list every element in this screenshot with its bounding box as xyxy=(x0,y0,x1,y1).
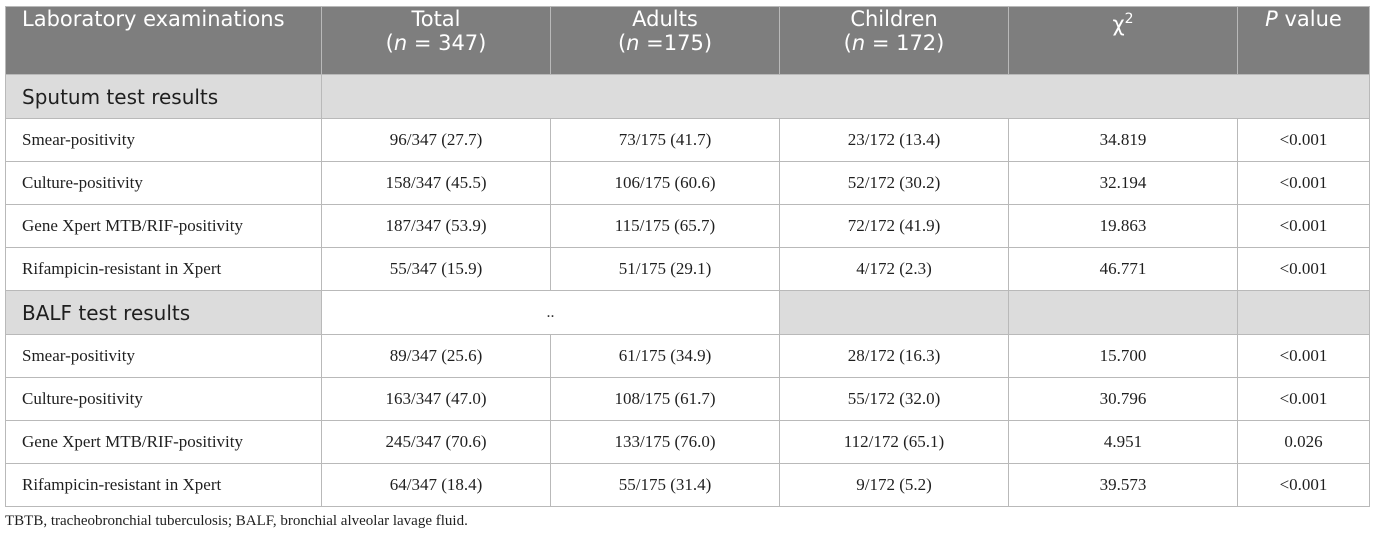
row-label: Gene Xpert MTB/RIF-positivity xyxy=(5,420,322,464)
row-label: Culture-positivity xyxy=(5,161,322,205)
header-adults-label: Adults xyxy=(632,7,698,32)
cell-p: <0.001 xyxy=(1237,247,1370,291)
header-children: Children (n = 172) xyxy=(779,6,1009,75)
table-row: Smear-positivity 89/347 (25.6) 61/175 (34.… xyxy=(5,334,1370,378)
section-title: Sputum test results xyxy=(5,74,322,119)
row-label: Culture-positivity xyxy=(5,377,322,421)
header-total-n: (n = 347) xyxy=(385,31,487,55)
table-row: Smear-positivity 96/347 (27.7) 73/175 (41.… xyxy=(5,118,1370,162)
header-children-label: Children xyxy=(850,7,938,32)
header-laboratory-examinations: Laboratory examinations xyxy=(5,6,322,75)
header-children-n: (n = 172) xyxy=(843,31,945,55)
header-p-value: P value xyxy=(1237,6,1370,75)
section-empty-cell xyxy=(1237,290,1370,335)
cell-total: 158/347 (45.5) xyxy=(321,161,551,205)
section-header-row: BALF test results.. xyxy=(5,290,1370,335)
section-title: BALF test results xyxy=(5,290,322,335)
section-header-row: Sputum test results xyxy=(5,74,1370,119)
header-chi-square: χ2 xyxy=(1008,6,1238,75)
cell-chi2: 32.194 xyxy=(1008,161,1238,205)
cell-total: 64/347 (18.4) xyxy=(321,463,551,507)
table-row: Rifampicin-resistant in Xpert 64/347 (18.… xyxy=(5,463,1370,507)
section-empty-cell xyxy=(779,290,1009,335)
header-adults: Adults (n =175) xyxy=(550,6,780,75)
cell-p: 0.026 xyxy=(1237,420,1370,464)
cell-adults: 133/175 (76.0) xyxy=(550,420,780,464)
cell-adults: 73/175 (41.7) xyxy=(550,118,780,162)
cell-p: <0.001 xyxy=(1237,463,1370,507)
table-row: Culture-positivity 158/347 (45.5) 106/175 … xyxy=(5,161,1370,205)
cell-total: 96/347 (27.7) xyxy=(321,118,551,162)
cell-total: 55/347 (15.9) xyxy=(321,247,551,291)
cell-children: 112/172 (65.1) xyxy=(779,420,1009,464)
cell-adults: 51/175 (29.1) xyxy=(550,247,780,291)
cell-p: <0.001 xyxy=(1237,161,1370,205)
cell-chi2: 4.951 xyxy=(1008,420,1238,464)
cell-p: <0.001 xyxy=(1237,204,1370,248)
cell-chi2: 15.700 xyxy=(1008,334,1238,378)
row-label: Smear-positivity xyxy=(5,118,322,162)
section-merged-cell: .. xyxy=(321,290,780,335)
cell-total: 163/347 (47.0) xyxy=(321,377,551,421)
cell-adults: 55/175 (31.4) xyxy=(550,463,780,507)
cell-p: <0.001 xyxy=(1237,377,1370,421)
cell-chi2: 30.796 xyxy=(1008,377,1238,421)
cell-chi2: 34.819 xyxy=(1008,118,1238,162)
cell-children: 55/172 (32.0) xyxy=(779,377,1009,421)
cell-chi2: 39.573 xyxy=(1008,463,1238,507)
section-empty-cell xyxy=(1008,290,1238,335)
cell-adults: 61/175 (34.9) xyxy=(550,334,780,378)
cell-children: 72/172 (41.9) xyxy=(779,204,1009,248)
row-label: Rifampicin-resistant in Xpert xyxy=(5,463,322,507)
table-row: Gene Xpert MTB/RIF-positivity 245/347 (70… xyxy=(5,420,1370,464)
header-total: Total (n = 347) xyxy=(321,6,551,75)
cell-children: 52/172 (30.2) xyxy=(779,161,1009,205)
row-label: Gene Xpert MTB/RIF-positivity xyxy=(5,204,322,248)
cell-chi2: 46.771 xyxy=(1008,247,1238,291)
table-footnote: TBTB, tracheobronchial tuberculosis; BAL… xyxy=(5,513,468,529)
cell-adults: 115/175 (65.7) xyxy=(550,204,780,248)
laboratory-results-table: Laboratory examinations Total (n = 347) … xyxy=(5,6,1370,507)
cell-children: 28/172 (16.3) xyxy=(779,334,1009,378)
cell-adults: 108/175 (61.7) xyxy=(550,377,780,421)
cell-chi2: 19.863 xyxy=(1008,204,1238,248)
header-total-label: Total xyxy=(411,7,461,32)
cell-children: 9/172 (5.2) xyxy=(779,463,1009,507)
table-row: Gene Xpert MTB/RIF-positivity 187/347 (53… xyxy=(5,204,1370,248)
cell-total: 89/347 (25.6) xyxy=(321,334,551,378)
table-row: Culture-positivity 163/347 (47.0) 108/175 … xyxy=(5,377,1370,421)
cell-p: <0.001 xyxy=(1237,118,1370,162)
cell-p: <0.001 xyxy=(1237,334,1370,378)
table-row: Rifampicin-resistant in Xpert 55/347 (15.… xyxy=(5,247,1370,291)
row-label: Rifampicin-resistant in Xpert xyxy=(5,247,322,291)
cell-children: 23/172 (13.4) xyxy=(779,118,1009,162)
cell-total: 245/347 (70.6) xyxy=(321,420,551,464)
cell-adults: 106/175 (60.6) xyxy=(550,161,780,205)
cell-children: 4/172 (2.3) xyxy=(779,247,1009,291)
cell-total: 187/347 (53.9) xyxy=(321,204,551,248)
header-row: Laboratory examinations Total (n = 347) … xyxy=(5,6,1370,75)
row-label: Smear-positivity xyxy=(5,334,322,378)
section-empty-cell xyxy=(321,74,1370,119)
header-adults-n: (n =175) xyxy=(617,31,713,55)
